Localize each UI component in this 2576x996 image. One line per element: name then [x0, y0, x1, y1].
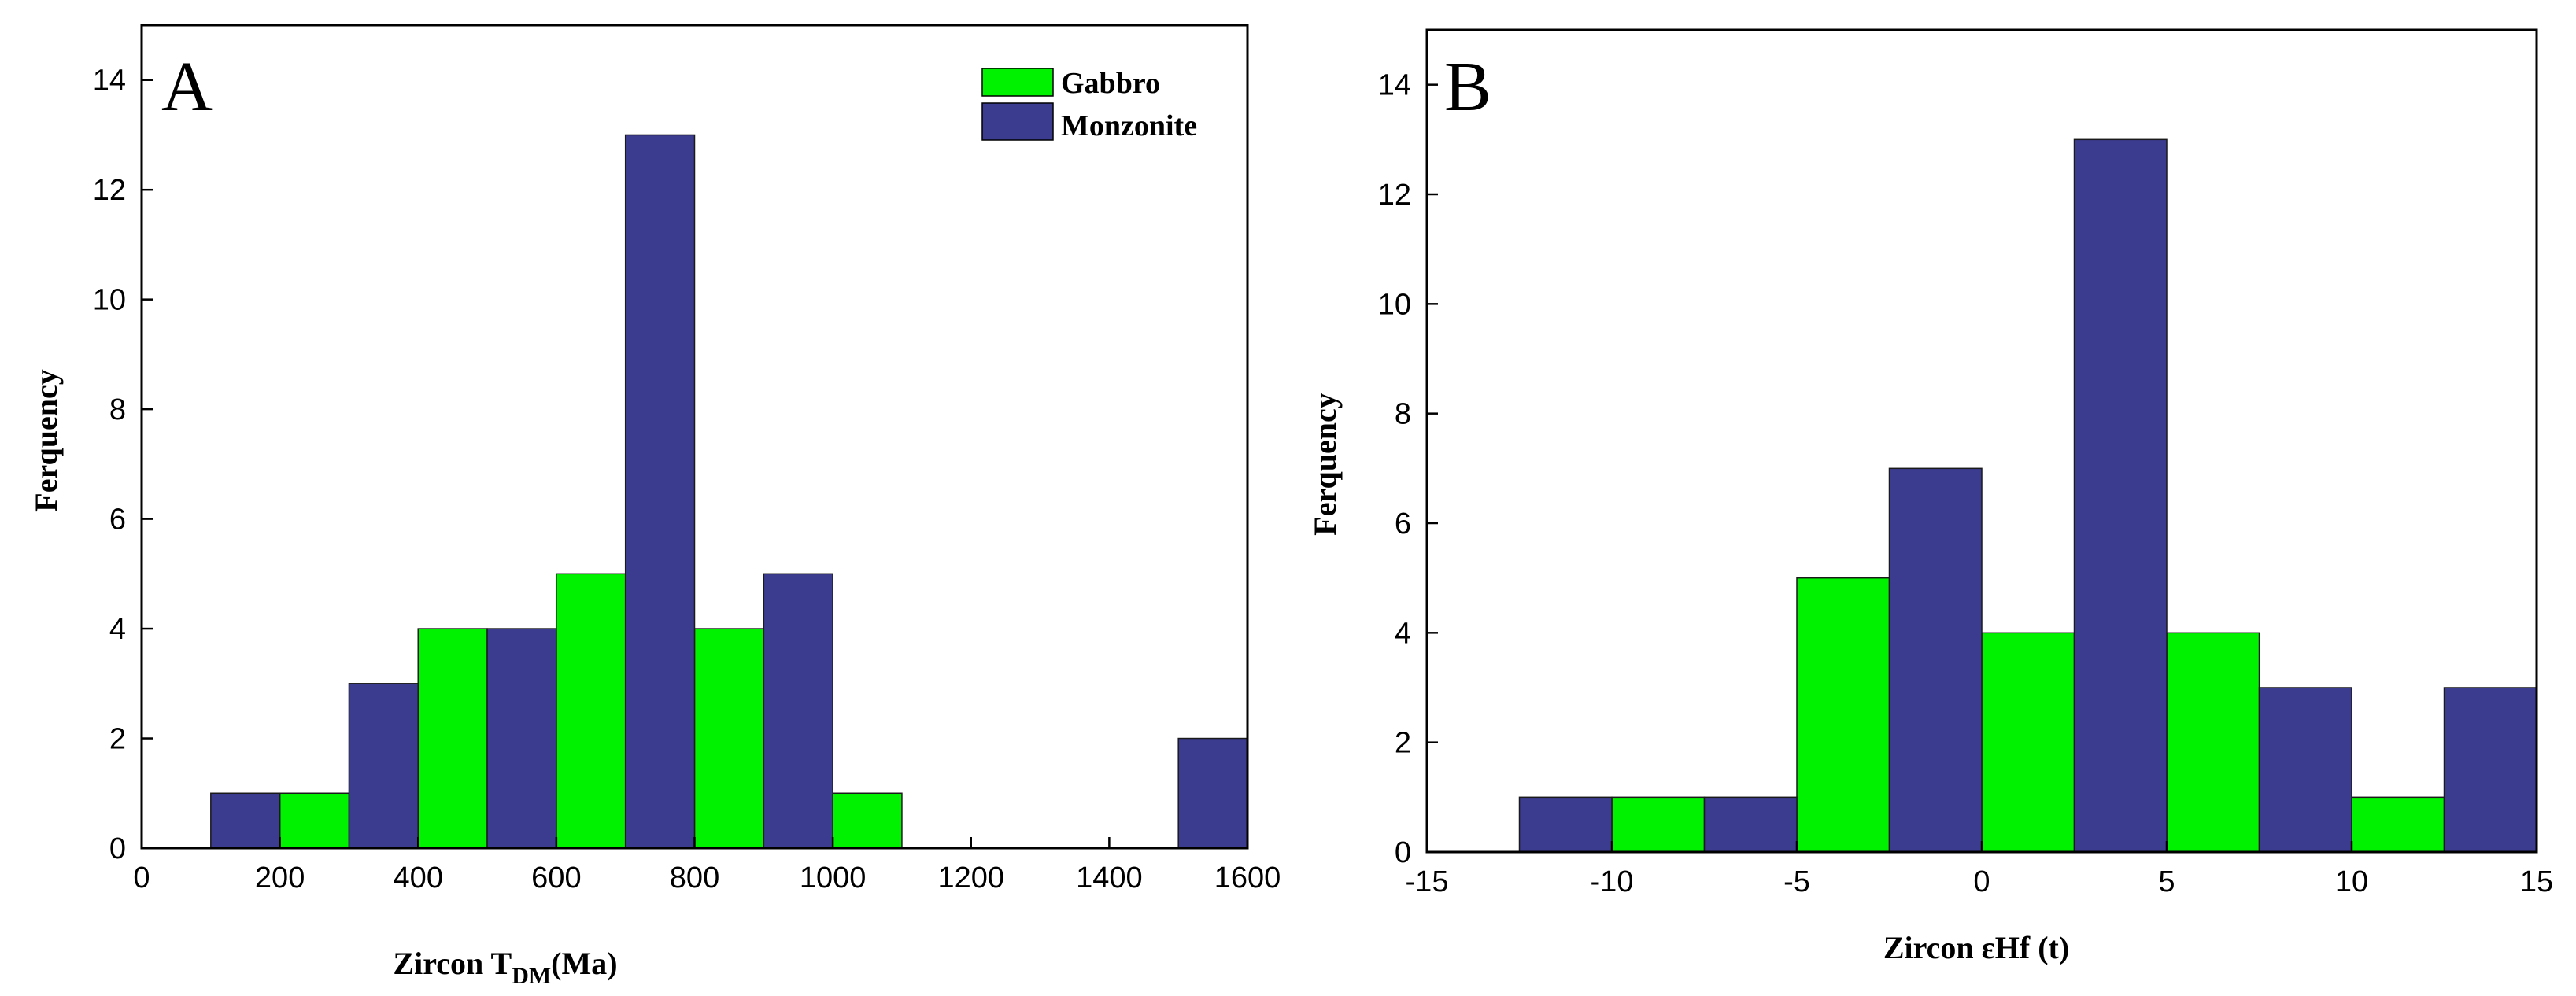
bar-b-monzonite-3	[2073, 138, 2168, 853]
y-tick-label-a-1: 2	[109, 723, 126, 756]
x-tick-label-a-0: 0	[133, 861, 150, 895]
bar-b-monzonite-2	[1888, 467, 1983, 853]
panel-letter-a: A	[161, 48, 213, 126]
y-tick-label-a-2: 4	[109, 613, 126, 646]
y-tick-label-b-4: 8	[1395, 398, 1411, 431]
y-tick-label-b-2: 4	[1395, 617, 1411, 650]
bar-a-gabbro-2	[556, 573, 626, 849]
y-tick-label-b-0: 0	[1395, 836, 1411, 869]
panel-letter-b: B	[1444, 48, 1491, 126]
y-axis-title-b: Ferquency	[1307, 393, 1343, 535]
ticks-a: 0 200 400 600 800 1000 1200 1400 1600 0 2 4 6 8 10 12 14	[93, 65, 1281, 895]
bar-b-gabbro-1	[1796, 577, 1890, 853]
bar-a-monzonite-4	[763, 573, 833, 849]
y-tick-label-a-4: 8	[109, 393, 126, 426]
x-tick-label-b-0: -15	[1406, 865, 1449, 898]
bar-a-monzonite-5	[1177, 737, 1248, 849]
bar-a-gabbro-0	[279, 792, 350, 849]
y-tick-label-a-6: 12	[93, 174, 126, 207]
bar-a-gabbro-1	[417, 628, 488, 849]
y-tick-label-b-1: 2	[1395, 727, 1411, 760]
x-axis-title-b-main: Zircon εHf (t)	[1883, 930, 2069, 965]
x-tick-label-b-4: 5	[2158, 865, 2175, 898]
histogram-panel-a: 0 200 400 600 800 1000 1200 1400 1600 0 2 4 6 8 10 12 14…	[28, 24, 1281, 989]
x-axis-title-a-unit: (Ma)	[551, 946, 617, 981]
x-tick-label-a-5: 1000	[800, 861, 867, 895]
bar-b-monzonite-1	[1703, 796, 1798, 853]
bar-b-monzonite-0	[1518, 796, 1613, 853]
bar-a-monzonite-2	[486, 628, 557, 849]
bars-a	[210, 134, 1248, 849]
y-tick-label-a-0: 0	[109, 832, 126, 865]
y-tick-label-b-5: 10	[1378, 288, 1411, 321]
bar-a-monzonite-0	[210, 792, 281, 849]
bar-b-gabbro-2	[1981, 632, 2075, 853]
bar-b-gabbro-3	[2166, 632, 2260, 853]
y-axis-title-a: Ferquency	[28, 369, 64, 511]
x-axis-title-b: Zircon εHf (t)	[1883, 930, 2069, 965]
legend-a: Gabbro Monzonite	[981, 67, 1197, 142]
x-tick-label-a-4: 800	[670, 861, 719, 895]
bar-b-monzonite-4	[2258, 687, 2352, 853]
y-tick-label-b-6: 12	[1378, 179, 1411, 212]
histogram-panel-b: -15 -10 -5 0 5 10 15 0 2 4 6 8 10 12 14 B Ferquency Zi…	[1307, 28, 2553, 965]
x-tick-label-b-5: 10	[2335, 865, 2368, 898]
x-tick-label-b-2: -5	[1783, 865, 1810, 898]
x-tick-label-a-1: 200	[255, 861, 305, 895]
bar-a-gabbro-3	[693, 628, 765, 849]
legend-swatch-monzonite	[981, 102, 1054, 141]
x-tick-label-a-7: 1400	[1076, 861, 1143, 895]
y-tick-label-a-5: 10	[93, 284, 126, 317]
ticks-b: -15 -10 -5 0 5 10 15 0 2 4 6 8 10 12 14	[1378, 69, 2553, 898]
legend-swatch-gabbro	[981, 68, 1054, 97]
bar-a-monzonite-3	[624, 134, 696, 849]
y-tick-label-a-3: 6	[109, 504, 126, 537]
bar-b-gabbro-4	[2351, 796, 2445, 853]
y-tick-label-b-7: 14	[1378, 69, 1411, 102]
x-tick-label-b-1: -10	[1591, 865, 1634, 898]
x-axis-title-a-sub: DM	[512, 963, 551, 989]
y-tick-label-a-7: 14	[93, 65, 126, 98]
bar-a-gabbro-4	[832, 792, 903, 849]
bar-b-monzonite-5	[2443, 687, 2537, 853]
legend-label-monzonite: Monzonite	[1061, 109, 1197, 142]
x-tick-label-a-3: 600	[531, 861, 581, 895]
x-tick-label-a-2: 400	[394, 861, 443, 895]
x-tick-label-a-8: 1600	[1214, 861, 1281, 895]
x-axis-title-a-main: Zircon T	[393, 946, 512, 981]
bar-b-gabbro-0	[1611, 796, 1706, 853]
bar-a-monzonite-1	[348, 683, 419, 849]
x-tick-label-b-3: 0	[1973, 865, 1990, 898]
x-axis-title-a: Zircon TDM(Ma)	[393, 946, 617, 989]
x-tick-label-a-6: 1200	[937, 861, 1004, 895]
x-tick-label-b-6: 15	[2520, 865, 2553, 898]
bars-b	[1518, 138, 2537, 853]
legend-label-gabbro: Gabbro	[1061, 67, 1160, 100]
y-tick-label-b-3: 6	[1395, 507, 1411, 540]
